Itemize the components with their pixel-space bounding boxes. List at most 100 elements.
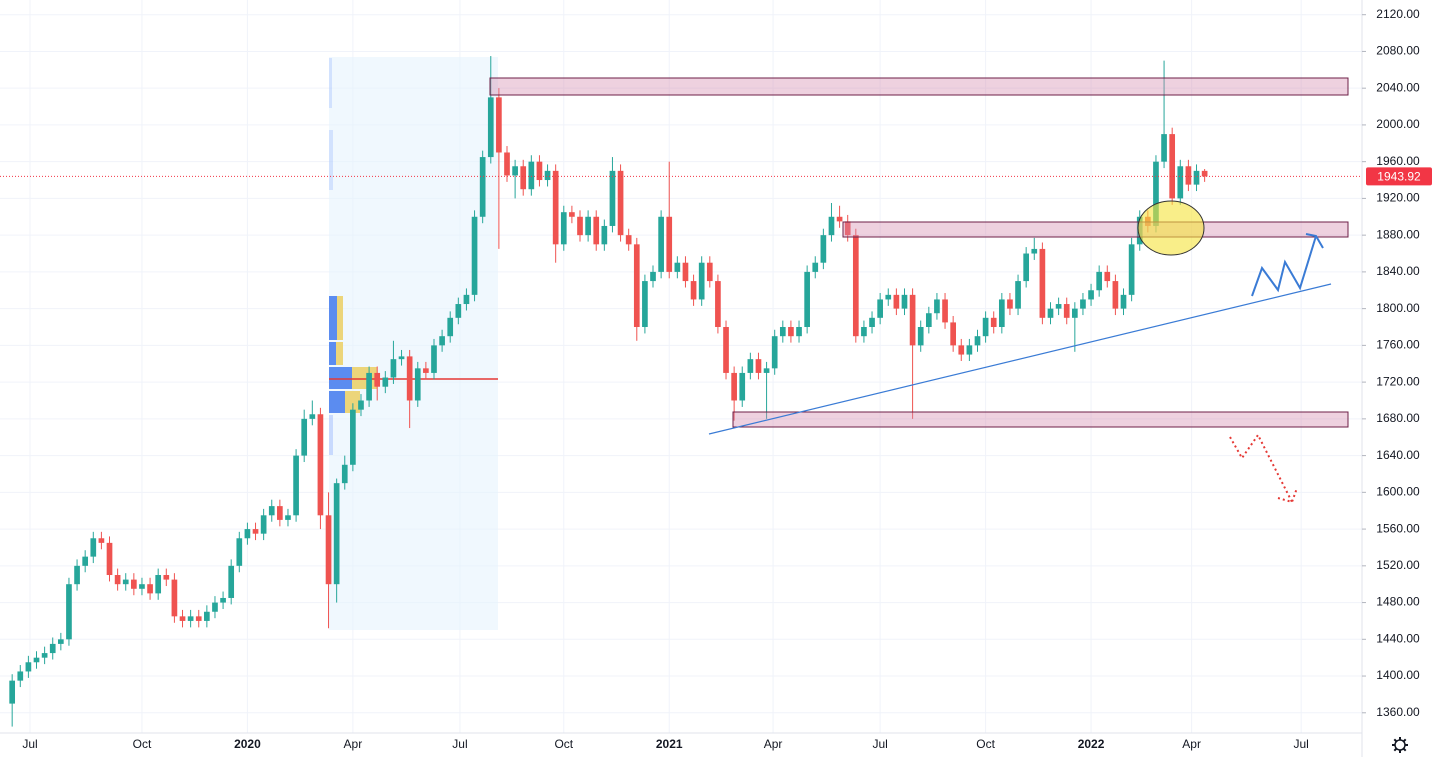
candle-body <box>423 368 429 373</box>
candle-body <box>285 515 291 520</box>
candle-body <box>625 235 632 245</box>
candle-body <box>836 216 843 222</box>
candle-body <box>804 271 810 328</box>
candle-body <box>171 579 178 617</box>
candle-body <box>723 327 729 373</box>
y-tick-label: 1520.00 <box>1376 558 1420 572</box>
candle-body <box>974 336 981 346</box>
y-tick-label: 2040.00 <box>1376 80 1420 94</box>
candle-body <box>163 575 170 580</box>
candle-body <box>877 299 883 318</box>
candle-body <box>577 216 583 236</box>
x-tick-label: Jul <box>1293 737 1308 751</box>
candle-body <box>982 317 989 337</box>
candle-body <box>771 336 778 369</box>
candle-body <box>852 235 859 337</box>
candle-body <box>585 216 591 236</box>
candle-body <box>390 359 397 378</box>
volume-profile-bar <box>329 367 352 389</box>
candle-body <box>674 262 681 272</box>
candle-body <box>504 152 510 176</box>
y-tick-label: 1720.00 <box>1376 374 1420 388</box>
candle-body <box>1055 304 1062 309</box>
resistance-zone <box>842 221 1349 238</box>
candle-body <box>593 216 600 245</box>
x-tick-label: Apr <box>764 737 783 751</box>
y-tick-label: 1400.00 <box>1376 668 1420 682</box>
arrow-head <box>1277 487 1298 504</box>
y-tick-label: 2080.00 <box>1376 44 1420 58</box>
candle-body <box>212 602 218 612</box>
candle-body <box>268 506 275 516</box>
candle-body <box>1096 271 1103 291</box>
candle-body <box>293 455 299 516</box>
candle-body <box>187 616 194 621</box>
candle-body <box>650 271 656 282</box>
candle-body <box>131 579 137 589</box>
candle-body <box>155 575 162 594</box>
volume-profile-bar <box>329 415 333 455</box>
x-tick-label: Jul <box>872 737 887 751</box>
y-tick-label: 2120.00 <box>1376 7 1420 21</box>
candle-body <box>861 327 867 337</box>
candle-body <box>796 327 802 337</box>
candle-body <box>439 336 445 346</box>
candle-body <box>277 506 283 520</box>
candle-body <box>82 556 89 566</box>
volume-profile-bar <box>336 342 343 365</box>
settings-icon[interactable] <box>1392 737 1408 753</box>
candle-body <box>1161 134 1167 162</box>
volume-profile-bar <box>329 58 332 108</box>
candle-body <box>398 356 405 360</box>
candle-body <box>828 216 835 236</box>
candle-body <box>998 299 1005 328</box>
candle-body <box>698 262 705 300</box>
x-tick-label: Oct <box>554 737 573 751</box>
x-tick-label: 2021 <box>656 737 683 751</box>
candle-body <box>382 377 389 387</box>
projection-up <box>1251 235 1317 297</box>
candle-body <box>25 662 32 672</box>
candle-body <box>333 483 340 585</box>
volume-profile-bar <box>345 391 360 413</box>
candle-body <box>252 529 259 534</box>
candle-body <box>569 212 575 217</box>
candle-body <box>1185 166 1192 185</box>
candle-body <box>139 584 145 589</box>
candle-body <box>934 299 940 314</box>
candle-body <box>49 643 56 654</box>
candle-body <box>820 235 827 263</box>
candle-body <box>366 372 372 401</box>
candle-body <box>885 294 892 300</box>
candle-body <box>1104 271 1111 282</box>
candle-body <box>901 294 908 309</box>
candle-body <box>990 317 997 328</box>
arrow-head <box>1305 233 1324 249</box>
y-tick-label: 1600.00 <box>1376 485 1420 499</box>
candle-body <box>682 262 689 282</box>
candle-body <box>812 262 819 272</box>
candle-body <box>690 281 697 300</box>
candle-body <box>966 345 973 355</box>
volume-profile <box>329 58 498 455</box>
x-tick-label: Oct <box>976 737 995 751</box>
candle-body <box>114 575 121 585</box>
y-tick-label: 1880.00 <box>1376 227 1420 241</box>
candle-body <box>706 262 713 282</box>
candle-body <box>147 584 153 594</box>
candle-body <box>1023 253 1030 282</box>
candle-body <box>244 529 251 539</box>
y-tick-label: 1840.00 <box>1376 264 1420 278</box>
candle-body <box>869 317 875 328</box>
candle-body <box>1063 304 1070 318</box>
candle-body <box>204 611 210 621</box>
candle-body <box>41 653 48 658</box>
candle-body <box>1120 294 1127 309</box>
candle-body <box>1015 281 1021 309</box>
y-tick-label: 2000.00 <box>1376 117 1420 131</box>
candle-body <box>958 345 965 355</box>
candle-body <box>455 304 462 318</box>
volume-profile-bar <box>337 296 343 340</box>
y-tick-label: 1640.00 <box>1376 448 1420 462</box>
